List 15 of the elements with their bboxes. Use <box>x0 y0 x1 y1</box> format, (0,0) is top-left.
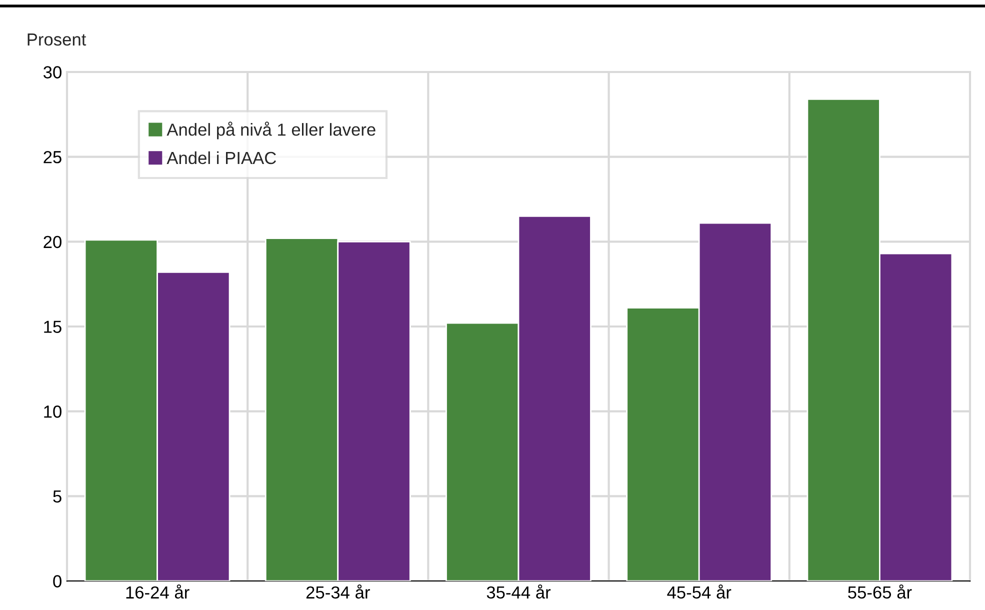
y-tick-label: 0 <box>53 575 62 588</box>
y-axis-title: Prosent <box>28 34 86 46</box>
x-tick-label: 16-24 år <box>126 584 190 599</box>
x-tick-label: 55-65 år <box>848 584 912 599</box>
x-tick-label: 25-34 år <box>306 584 370 599</box>
x-tick-label: 45-54 år <box>667 584 732 599</box>
y-tick-label: 15 <box>44 320 62 333</box>
x-tick-label: 35-44 år <box>486 584 551 599</box>
y-tick-label: 30 <box>43 66 62 78</box>
legend-label: Andel på nivå 1 eller lavere <box>166 122 376 140</box>
y-tick-label: 20 <box>44 236 62 248</box>
y-tick-label: 10 <box>44 406 62 418</box>
legend-label: Andel i PIAAC <box>166 151 276 164</box>
y-tick-label: 5 <box>53 490 62 503</box>
y-tick-label: 25 <box>44 151 62 164</box>
